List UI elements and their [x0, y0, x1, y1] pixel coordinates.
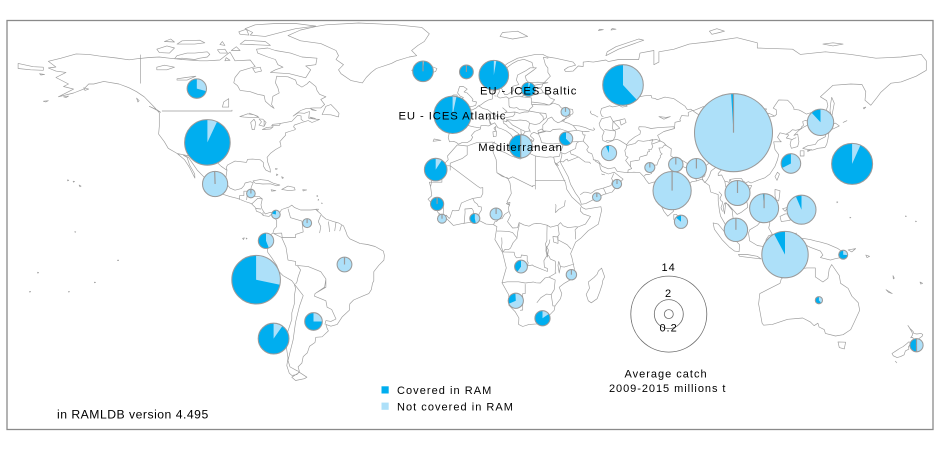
- svg-text:Covered in RAM: Covered in RAM: [397, 385, 492, 397]
- svg-text:EU - ICES Baltic: EU - ICES Baltic: [480, 86, 577, 98]
- svg-text:in RAMLDB version 4.495: in RAMLDB version 4.495: [57, 407, 209, 421]
- svg-text:2: 2: [665, 288, 672, 300]
- svg-text:0.2: 0.2: [659, 323, 677, 335]
- svg-text:Average catch: Average catch: [624, 369, 707, 381]
- svg-text:Not covered in RAM: Not covered in RAM: [397, 402, 514, 414]
- svg-text:14: 14: [661, 262, 675, 274]
- svg-text:Mediterranean: Mediterranean: [478, 142, 563, 154]
- svg-text:EU - ICES Atlantic: EU - ICES Atlantic: [399, 111, 507, 123]
- svg-text:2009-2015 millions t: 2009-2015 millions t: [609, 383, 726, 395]
